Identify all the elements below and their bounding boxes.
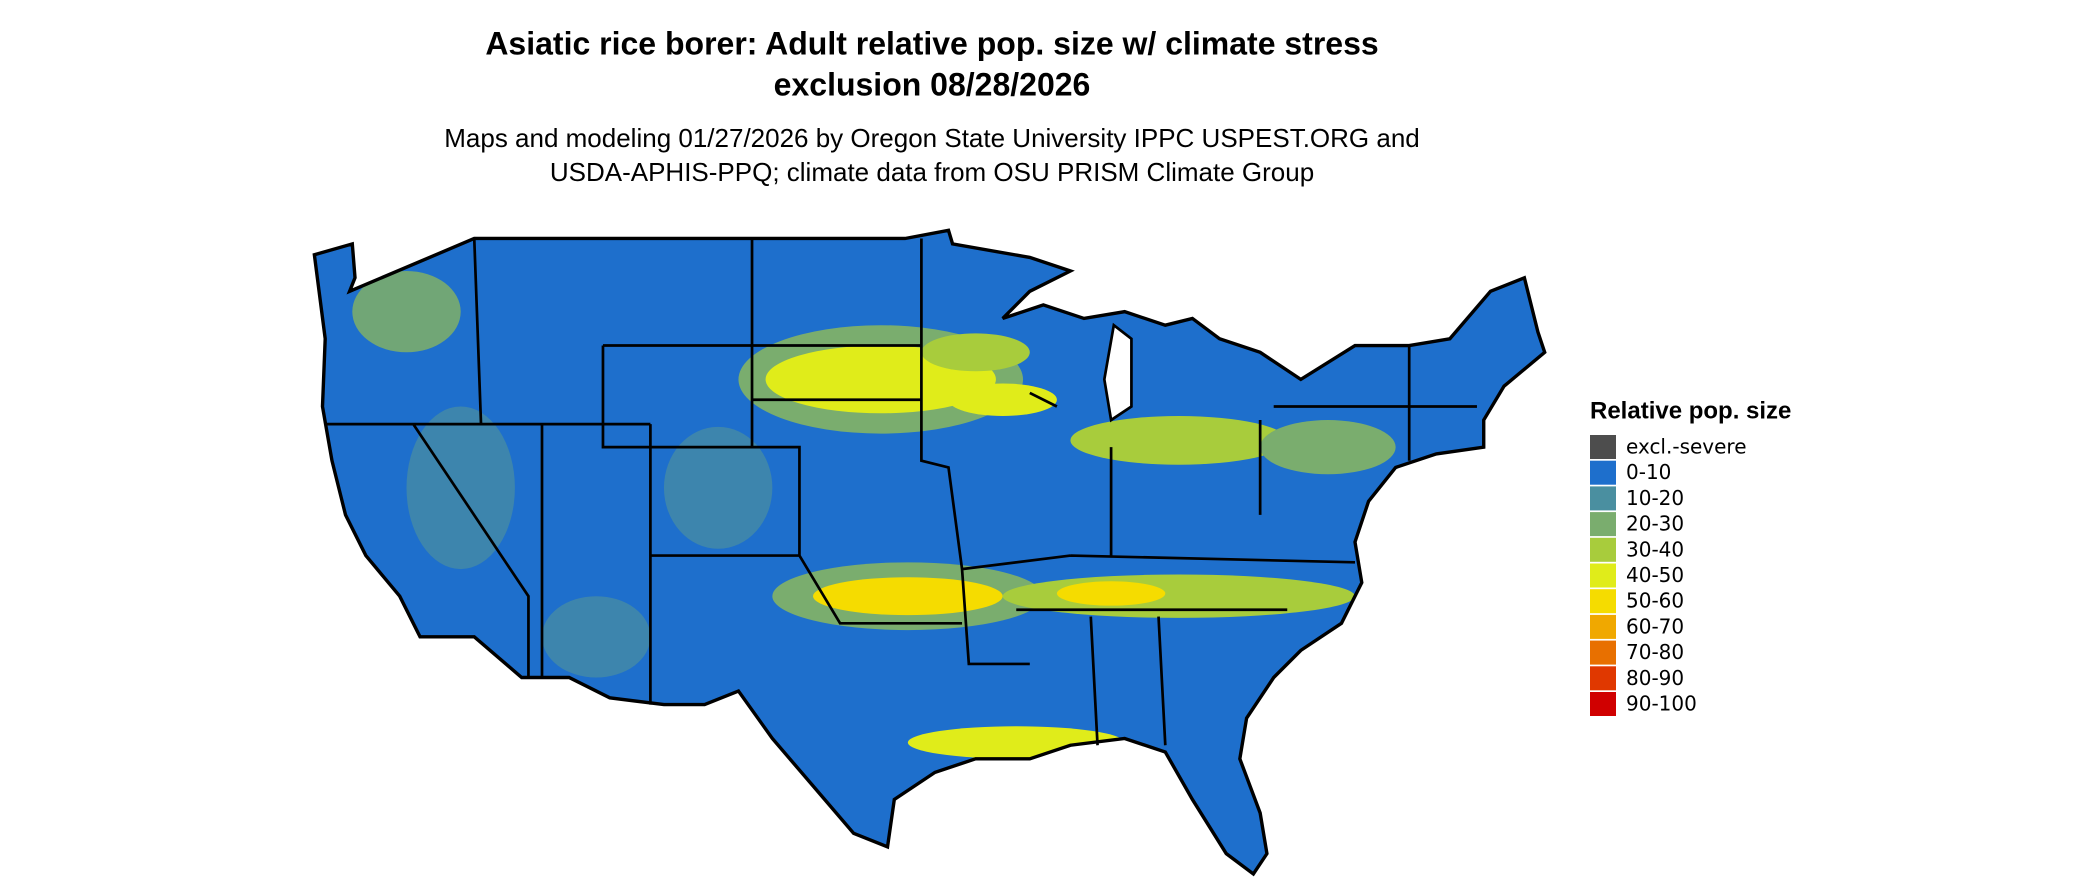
legend-swatch: [1590, 614, 1616, 639]
subtitle-line: USDA-APHIS-PPQ; climate data from OSU PR…: [550, 157, 1314, 187]
legend-label: 20-30: [1626, 512, 1684, 536]
legend-swatch: [1590, 692, 1616, 716]
state-borders: [325, 238, 1477, 746]
legend: Relative pop. size excl.-severe0-1010-20…: [1590, 397, 1791, 716]
legend-label: 80-90: [1626, 666, 1684, 690]
suitability-patches: [352, 271, 1396, 759]
legend-swatch: [1590, 563, 1616, 588]
us-map: [312, 228, 1547, 876]
legend-label: 90-100: [1626, 692, 1697, 716]
land: [314, 230, 1545, 874]
legend-label: 60-70: [1626, 614, 1684, 638]
legend-label: excl.-severe: [1626, 435, 1747, 459]
legend-label: 0-10: [1626, 460, 1671, 484]
legend-label: 10-20: [1626, 486, 1684, 510]
legend-label: 30-40: [1626, 537, 1684, 561]
legend-swatch: [1590, 640, 1616, 665]
legend-swatch: [1590, 537, 1616, 562]
legend-title: Relative pop. size: [1590, 397, 1791, 424]
legend-label: 50-60: [1626, 589, 1684, 613]
title-line: exclusion 08/28/2026: [774, 66, 1091, 102]
legend-swatch: [1590, 486, 1616, 511]
legend-swatch: [1590, 589, 1616, 614]
legend-label: 70-80: [1626, 640, 1684, 664]
legend-swatch: [1590, 666, 1616, 691]
lake: [1102, 322, 1133, 423]
legend-swatch: [1590, 435, 1616, 459]
legend-label: 40-50: [1626, 563, 1684, 587]
legend-swatch: [1590, 512, 1616, 537]
subtitle-line: Maps and modeling 01/27/2026 by Oregon S…: [444, 123, 1420, 153]
legend-swatch: [1590, 460, 1616, 485]
title-line: Asiatic rice borer: Adult relative pop. …: [485, 25, 1378, 61]
